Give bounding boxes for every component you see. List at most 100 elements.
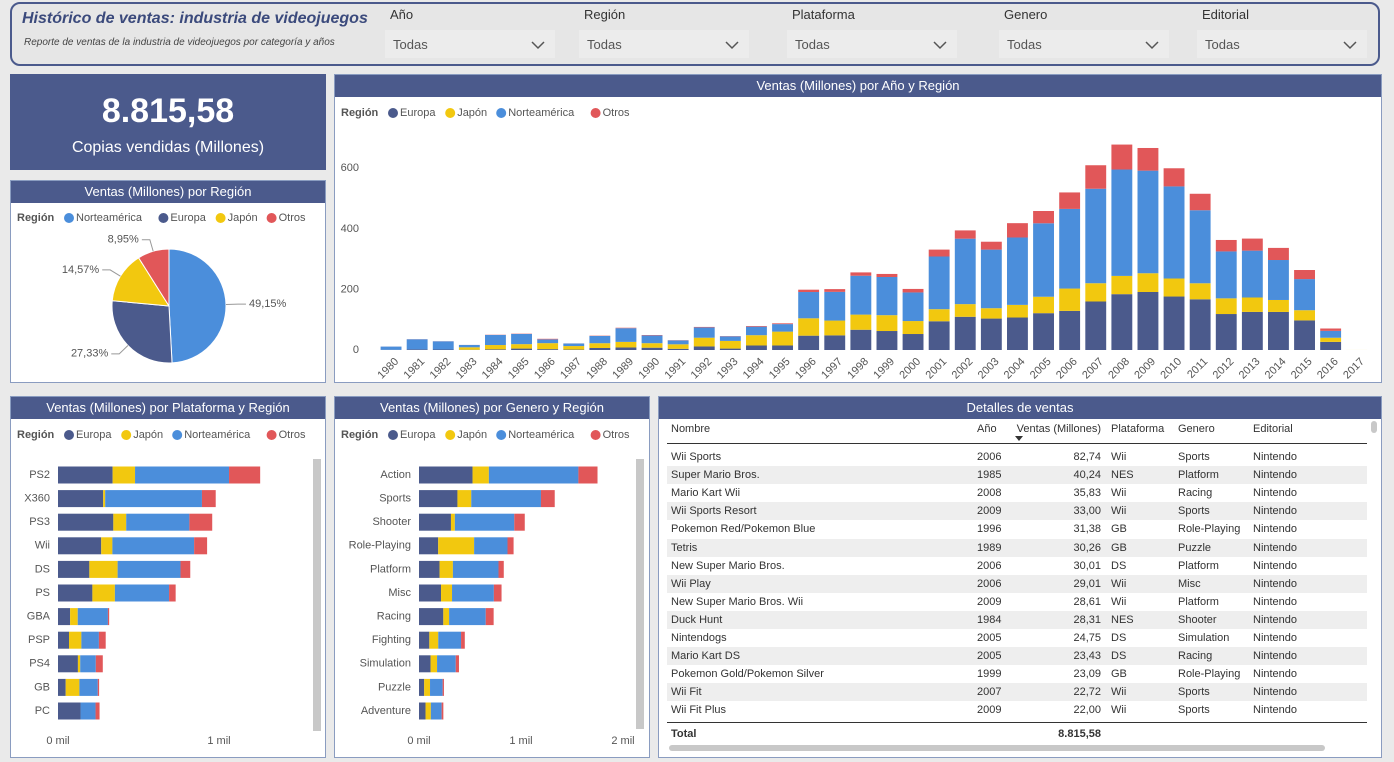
x-tick-label: 2013 bbox=[1237, 356, 1263, 382]
bar-segment bbox=[452, 585, 494, 602]
cell: Platform bbox=[1178, 560, 1252, 572]
cell: New Super Mario Bros. bbox=[671, 560, 971, 572]
bar-segment bbox=[1059, 289, 1080, 311]
bar-segment bbox=[798, 318, 819, 335]
column-header[interactable]: Plataforma bbox=[1111, 423, 1176, 435]
y-tick-label: PSP bbox=[28, 634, 50, 646]
legend-label: Europa bbox=[170, 212, 206, 224]
bar-segment bbox=[419, 490, 457, 507]
total-value: 8.815,58 bbox=[1009, 728, 1101, 740]
bar-segment bbox=[877, 315, 898, 331]
x-tick-label: 1988 bbox=[584, 356, 610, 382]
filter-dropdown[interactable]: Todas bbox=[787, 30, 957, 58]
bar-segment bbox=[903, 321, 924, 334]
bar-segment bbox=[1033, 223, 1054, 296]
legend-marker bbox=[591, 108, 601, 118]
bar-segment bbox=[1268, 248, 1289, 260]
leader-line bbox=[111, 345, 128, 353]
y-tick-label: Adventure bbox=[361, 705, 411, 717]
cell: Simulation bbox=[1178, 632, 1252, 644]
filter-dropdown[interactable]: Todas bbox=[1197, 30, 1367, 58]
filter-dropdown[interactable]: Todas bbox=[579, 30, 749, 58]
legend-marker bbox=[64, 430, 74, 440]
cell: 2005 bbox=[977, 650, 1007, 662]
cell: Racing bbox=[1178, 650, 1252, 662]
x-tick-label: 2012 bbox=[1211, 356, 1237, 382]
bar-segment bbox=[430, 679, 443, 696]
column-header[interactable]: Año bbox=[977, 423, 1007, 435]
cell: 2007 bbox=[977, 686, 1007, 698]
bar-segment bbox=[1007, 237, 1028, 304]
x-tick-label: 2008 bbox=[1106, 356, 1132, 382]
bar-segment bbox=[1033, 313, 1054, 350]
bar-segment bbox=[1138, 292, 1159, 350]
bar-segment bbox=[798, 292, 819, 318]
y-tick-label: Shooter bbox=[372, 516, 411, 528]
bar-segment bbox=[589, 348, 610, 350]
bar-segment bbox=[459, 345, 480, 347]
v-scrollbar[interactable] bbox=[1371, 421, 1377, 433]
column-header[interactable]: Genero bbox=[1178, 423, 1252, 435]
x-tick-label: 0 mil bbox=[407, 735, 430, 747]
legend-label: Norteamérica bbox=[76, 212, 143, 224]
cell: 2006 bbox=[977, 451, 1007, 463]
filter-dropdown[interactable]: Todas bbox=[385, 30, 555, 58]
cell: 1989 bbox=[977, 542, 1007, 554]
bar-segment bbox=[471, 490, 541, 507]
scrollbar[interactable] bbox=[636, 459, 644, 729]
h-scrollbar[interactable] bbox=[669, 745, 1325, 751]
cell: New Super Mario Bros. Wii bbox=[671, 596, 971, 608]
bar-segment bbox=[1007, 305, 1028, 318]
column-header[interactable]: Nombre bbox=[671, 423, 971, 435]
scrollbar[interactable] bbox=[313, 459, 321, 731]
legend-label: Otros bbox=[279, 212, 306, 224]
y-tick-label: GB bbox=[34, 681, 50, 693]
bar-segment bbox=[489, 467, 579, 484]
bar-segment bbox=[955, 304, 976, 317]
cell: 2009 bbox=[977, 505, 1007, 517]
cell: NES bbox=[1111, 614, 1176, 626]
cell: Platform bbox=[1178, 596, 1252, 608]
x-tick-label: 1 mil bbox=[207, 735, 230, 747]
bar-segment bbox=[616, 347, 637, 350]
title: Histórico de ventas: industria de videoj… bbox=[22, 10, 368, 28]
filter-label: Editorial bbox=[1202, 7, 1249, 22]
filter-value: Todas bbox=[795, 37, 830, 52]
cell: Wii Fit bbox=[671, 686, 971, 698]
bar-segment bbox=[1294, 320, 1315, 350]
bar-segment bbox=[58, 655, 78, 672]
cell: 82,74 bbox=[1009, 451, 1101, 463]
bar-segment bbox=[58, 467, 113, 484]
cell: GB bbox=[1111, 542, 1176, 554]
bar-segment bbox=[1111, 145, 1132, 170]
cell: Nintendo bbox=[1253, 505, 1363, 517]
cell: Mario Kart Wii bbox=[671, 487, 971, 499]
x-tick-label: 1984 bbox=[480, 356, 506, 382]
bar-segment bbox=[824, 321, 845, 336]
y-tick-label: 0 bbox=[353, 344, 359, 356]
legend-marker bbox=[216, 213, 226, 223]
bar-segment bbox=[58, 537, 101, 554]
total-rule bbox=[667, 722, 1367, 723]
bar-segment bbox=[616, 342, 637, 348]
y-tick-label: Puzzle bbox=[378, 681, 411, 693]
bar-segment bbox=[440, 561, 453, 578]
legend-marker bbox=[172, 430, 182, 440]
filter-label: Genero bbox=[1004, 7, 1047, 22]
column-header[interactable]: Editorial bbox=[1253, 423, 1363, 435]
column-header[interactable]: Ventas (Millones) bbox=[1009, 423, 1101, 435]
bar-segment bbox=[419, 467, 473, 484]
kpi-card: 8.815,58 Copias vendidas (Millones) bbox=[10, 74, 326, 170]
x-tick-label: 2005 bbox=[1028, 356, 1054, 382]
y-tick-label: Sports bbox=[379, 493, 411, 505]
bar-segment bbox=[98, 679, 99, 696]
bar-segment bbox=[419, 703, 426, 720]
cell: Puzzle bbox=[1178, 542, 1252, 554]
filter-dropdown[interactable]: Todas bbox=[999, 30, 1169, 58]
x-tick-label: 1983 bbox=[454, 356, 480, 382]
